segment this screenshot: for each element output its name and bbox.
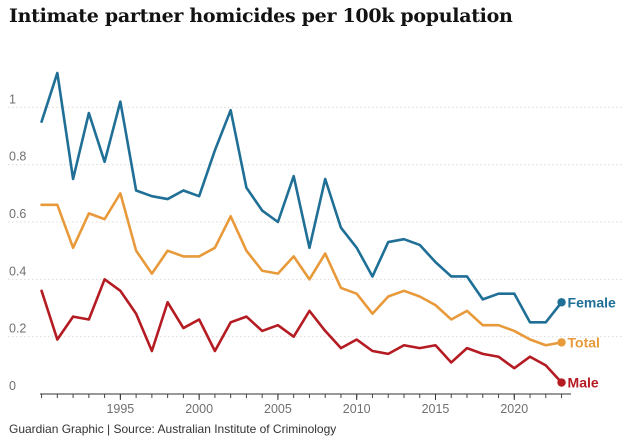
series-label-male: Male [568, 375, 599, 391]
series-lines [40, 71, 563, 384]
y-tick-label: 0.4 [9, 264, 26, 278]
source-note: Guardian Graphic | Source: Australian In… [9, 422, 337, 436]
series-line-male [40, 278, 563, 384]
x-tick-label: 2005 [264, 402, 292, 416]
x-tick-label: 2020 [500, 402, 528, 416]
y-tick-label: 0.2 [9, 322, 26, 336]
series-endpoint-male [557, 378, 566, 387]
chart-title: Intimate partner homicides per 100k popu… [9, 5, 513, 27]
series-line-female [40, 71, 563, 324]
y-tick-label: 0.6 [9, 207, 26, 221]
series-endpoint-female [557, 298, 566, 307]
y-tick-label: 1 [9, 92, 16, 106]
series-label-total: Total [568, 334, 600, 350]
x-tick-label: 2000 [185, 402, 213, 416]
series-endpoint-total [557, 338, 566, 347]
series-end-labels: Female Total Male [557, 294, 616, 391]
y-tick-label: 0.8 [9, 150, 26, 164]
series-label-female: Female [568, 294, 616, 310]
y-axis-labels: 0 0.2 0.4 0.6 0.8 1 [9, 92, 26, 393]
x-tick-label: 1995 [106, 402, 134, 416]
x-tick-label: 2015 [422, 402, 450, 416]
series-line-total [40, 192, 563, 347]
y-tick-label: 0 [9, 379, 16, 393]
x-axis: 1995 2000 2005 2010 2015 2020 [40, 393, 571, 416]
x-tick-label: 2010 [343, 402, 371, 416]
